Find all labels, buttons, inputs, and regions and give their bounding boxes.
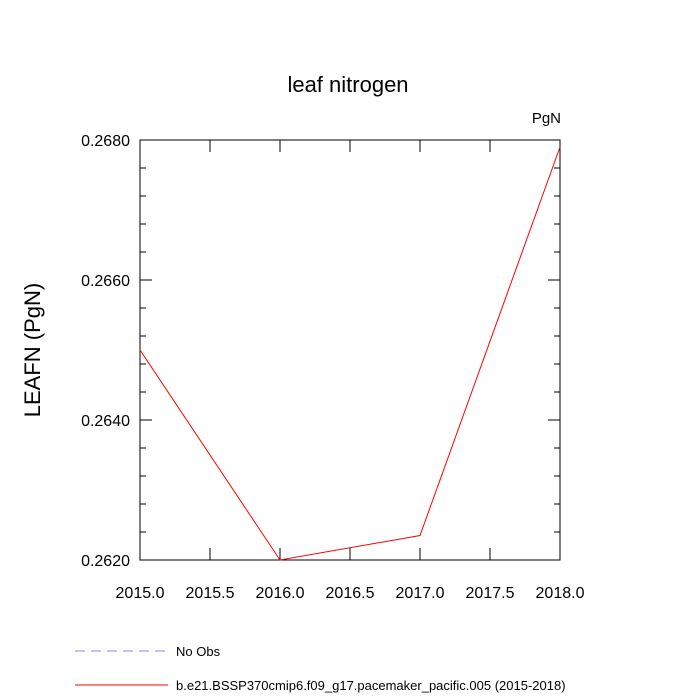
legend-label-2: b.e21.BSSP370cmip6.f09_g17.pacemaker_pac… (176, 678, 566, 693)
chart-title: leaf nitrogen (287, 72, 408, 97)
y-tick-label: 0.2660 (81, 273, 130, 290)
x-tick-label: 2017.0 (396, 585, 445, 602)
series-line-2 (139, 146, 561, 561)
units-label: PgN (532, 110, 561, 127)
x-tick-label: 2018.0 (536, 585, 585, 602)
y-tick-label: 0.2680 (81, 133, 130, 150)
x-tick-label: 2015.5 (186, 585, 235, 602)
x-tick-label: 2015.0 (116, 585, 165, 602)
legend: No Obs b.e21.BSSP370cmip6.f09_g17.pacemak… (75, 644, 566, 693)
plot-area: 2015.0 2015.5 2016.0 2016.5 2017.0 2017.5 2018… (81, 133, 585, 602)
y-axis-label: LEAFN (PgN) (20, 283, 45, 417)
y-tick-label: 0.2620 (81, 553, 130, 570)
plot-frame (139, 139, 561, 561)
x-tick-label: 2016.0 (256, 585, 305, 602)
y-tick-label: 0.2640 (81, 413, 130, 430)
legend-label-1: No Obs (176, 644, 221, 659)
x-tick-label: 2017.5 (466, 585, 515, 602)
x-tick-label: 2016.5 (326, 585, 375, 602)
